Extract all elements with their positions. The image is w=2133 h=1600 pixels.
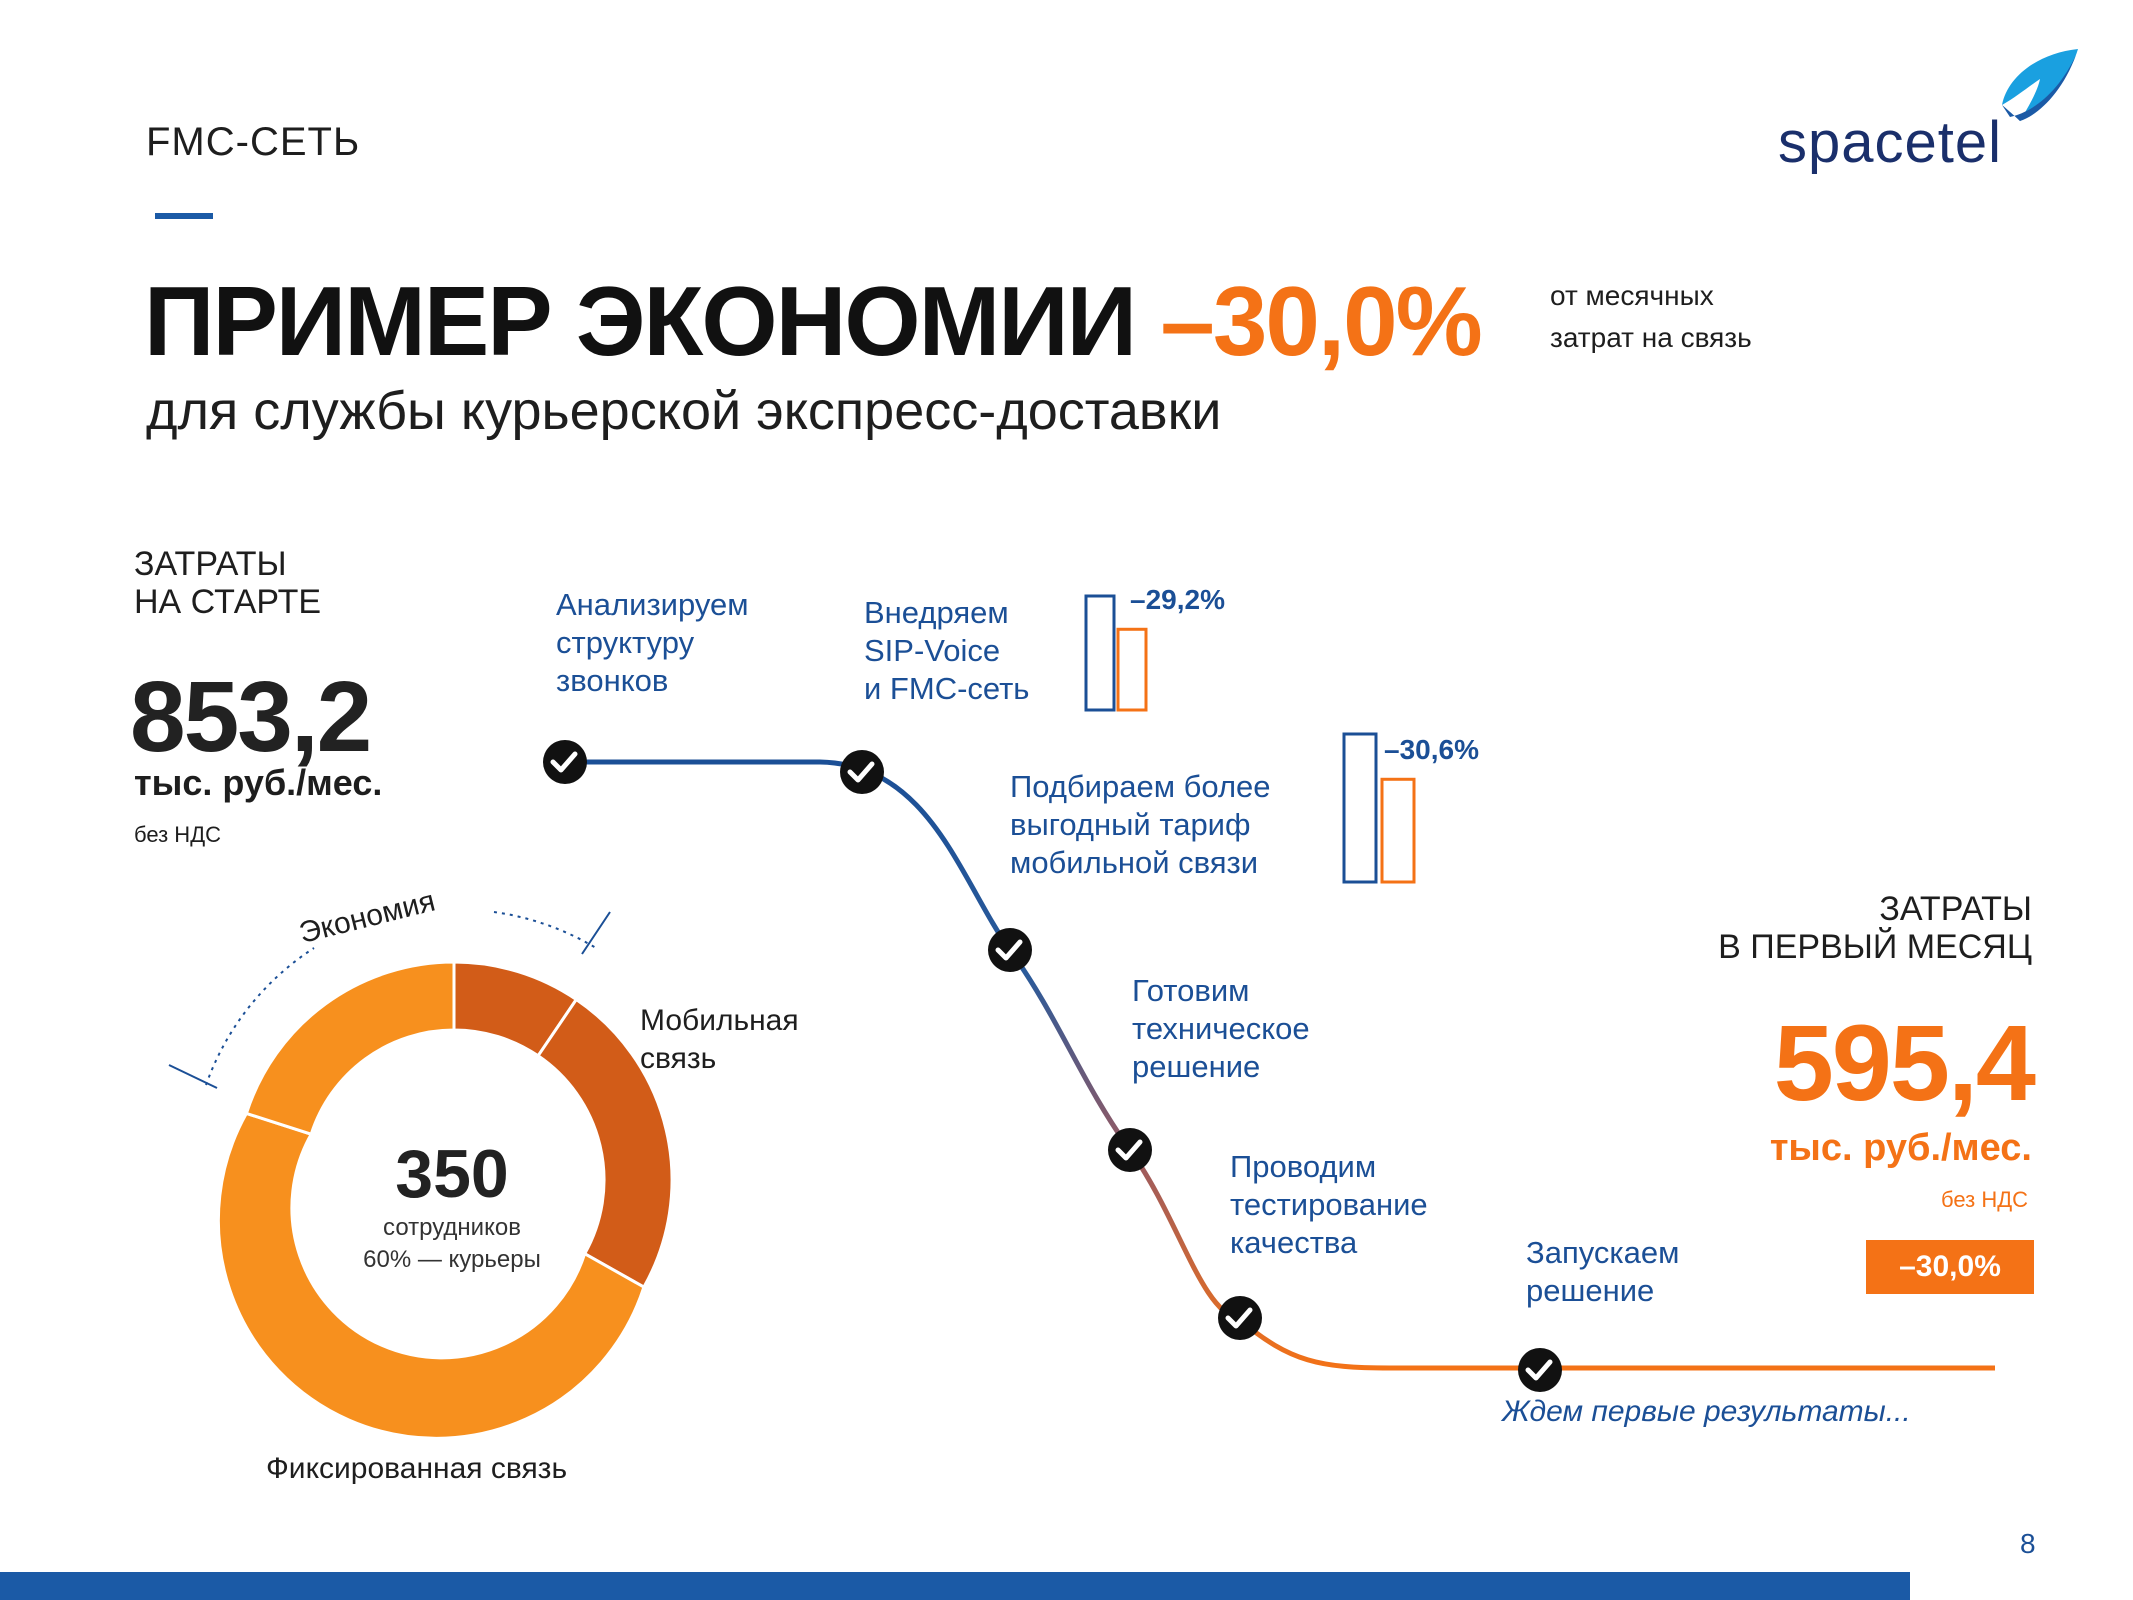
logo-wordmark: spacetel [1778, 110, 2003, 175]
step-1-line1: Анализируем [556, 587, 749, 622]
checkpoint-5 [1218, 1296, 1262, 1340]
mini-bars-1-percent: –29,2% [1130, 584, 1225, 615]
cost-end-unit: тыс. руб./мес. [1769, 1127, 2032, 1169]
checkpoint-2 [840, 750, 884, 794]
check-icon [1115, 1139, 1143, 1161]
savings-badge: –30,0% [1866, 1240, 2034, 1294]
mini-bars-2-percent: –30,6% [1384, 734, 1479, 765]
step-5-line2: тестирование [1230, 1187, 1428, 1222]
step-3-line3: мобильной связи [1010, 845, 1259, 880]
step-5-line1: Проводим [1230, 1149, 1377, 1184]
mobile-label-line2: связь [640, 1042, 717, 1075]
check-icon [1225, 1307, 1253, 1329]
step-6-label: Запускаем решение [1526, 1234, 1679, 1310]
step-4-label: Готовим техническое решение [1132, 972, 1310, 1086]
donut-segment-fixed [216, 1111, 646, 1440]
mini-bar-after [1116, 627, 1148, 712]
check-icon [847, 761, 875, 783]
cost-start-value: 853,2 [130, 661, 372, 773]
mini-bars-1 [1084, 594, 1148, 712]
spacetel-logo: spacetel [1770, 45, 2100, 175]
donut-chart [168, 911, 674, 1440]
mobile-label: Мобильная связь [640, 1002, 799, 1078]
savings-arc [205, 947, 315, 1086]
step-4-line3: решение [1132, 1049, 1261, 1084]
cost-start-unit: тыс. руб./мес. [134, 762, 383, 803]
donut-segment-mobile [536, 997, 674, 1290]
donut-center-value: 350 [395, 1136, 509, 1212]
donut-center-line1: сотрудников [383, 1214, 521, 1241]
step-6-line2: решение [1526, 1273, 1655, 1308]
cost-end-heading-line2: В ПЕРВЫЙ МЕСЯЦ [1718, 928, 2032, 966]
step-4-line2: техническое [1132, 1011, 1310, 1046]
savings-arc-right [493, 911, 597, 949]
step-4-line1: Готовим [1132, 973, 1250, 1008]
checkpoint-3 [988, 928, 1032, 972]
mini-bars-2 [1342, 732, 1416, 884]
donut-segment-fixed-savings [244, 960, 456, 1137]
mini-bar-before [1342, 732, 1378, 884]
step-1-line2: структуру [556, 625, 695, 660]
waiting-text: Ждем первые результаты... [1502, 1395, 1911, 1428]
cost-end-heading-line1: ЗАТРАТЫ [1879, 890, 2032, 928]
logo-swoosh-icon [2002, 49, 2078, 122]
title-main: ПРИМЕР ЭКОНОМИИ [144, 266, 1137, 376]
section-divider [155, 213, 213, 219]
donut-center-line2: 60% — курьеры [363, 1246, 541, 1273]
title-note-line1: от месячных [1550, 280, 1714, 311]
cost-end-heading: ЗАТРАТЫ В ПЕРВЫЙ МЕСЯЦ [1718, 890, 2032, 966]
step-1-label: Анализируем структуру звонков [556, 586, 749, 700]
savings-tick-right [581, 911, 611, 955]
cost-end-value: 595,4 [1773, 1002, 2036, 1123]
title-note: от месячных затрат на связь [1550, 275, 1850, 359]
step-6-line1: Запускаем [1526, 1235, 1680, 1270]
checkpoint-1 [543, 740, 587, 784]
step-3-label: Подбираем более выгодный тариф мобильной… [1010, 768, 1271, 882]
cost-start-heading: ЗАТРАТЫ НА СТАРТЕ [134, 545, 321, 621]
cost-start-vat: без НДС [134, 822, 221, 847]
check-icon [1525, 1359, 1553, 1381]
checkpoint-4 [1108, 1128, 1152, 1172]
cost-start-heading-line1: ЗАТРАТЫ [134, 545, 287, 583]
mini-bar-before [1084, 594, 1116, 712]
footer-bar [0, 1572, 1910, 1600]
check-icon [550, 751, 578, 773]
mini-bar-after [1380, 777, 1416, 884]
page-subtitle: для службы курьерской экспресс-доставки [146, 381, 1222, 441]
step-5-line3: качества [1230, 1225, 1358, 1260]
checkpoint-6 [1518, 1348, 1562, 1392]
step-2-line1: Внедряем [864, 595, 1009, 630]
step-1-line3: звонков [556, 663, 669, 698]
step-5-label: Проводим тестирование качества [1230, 1148, 1428, 1262]
fixed-label: Фиксированная связь [266, 1452, 568, 1485]
step-3-line1: Подбираем более [1010, 769, 1271, 804]
title-percent: –30,0% [1160, 266, 1482, 376]
step-2-line3: и FMC-сеть [864, 671, 1030, 706]
step-3-line2: выгодный тариф [1010, 807, 1251, 842]
page-number: 8 [2020, 1528, 2036, 1559]
cost-end-vat: без НДС [1941, 1187, 2028, 1212]
check-icon [995, 939, 1023, 961]
timeline-path [565, 759, 1995, 1371]
cost-start-heading-line2: НА СТАРТЕ [134, 583, 322, 621]
mobile-label-line1: Мобильная [640, 1004, 799, 1037]
step-2-label: Внедряем SIP-Voice и FMC-сеть [864, 594, 1029, 708]
savings-tick-left [168, 1064, 218, 1089]
section-label: FMC-СЕТЬ [146, 120, 361, 164]
step-2-line2: SIP-Voice [864, 633, 1001, 668]
title-note-line2: затрат на связь [1550, 322, 1752, 353]
page-title: ПРИМЕР ЭКОНОМИИ –30,0% [144, 265, 1483, 378]
